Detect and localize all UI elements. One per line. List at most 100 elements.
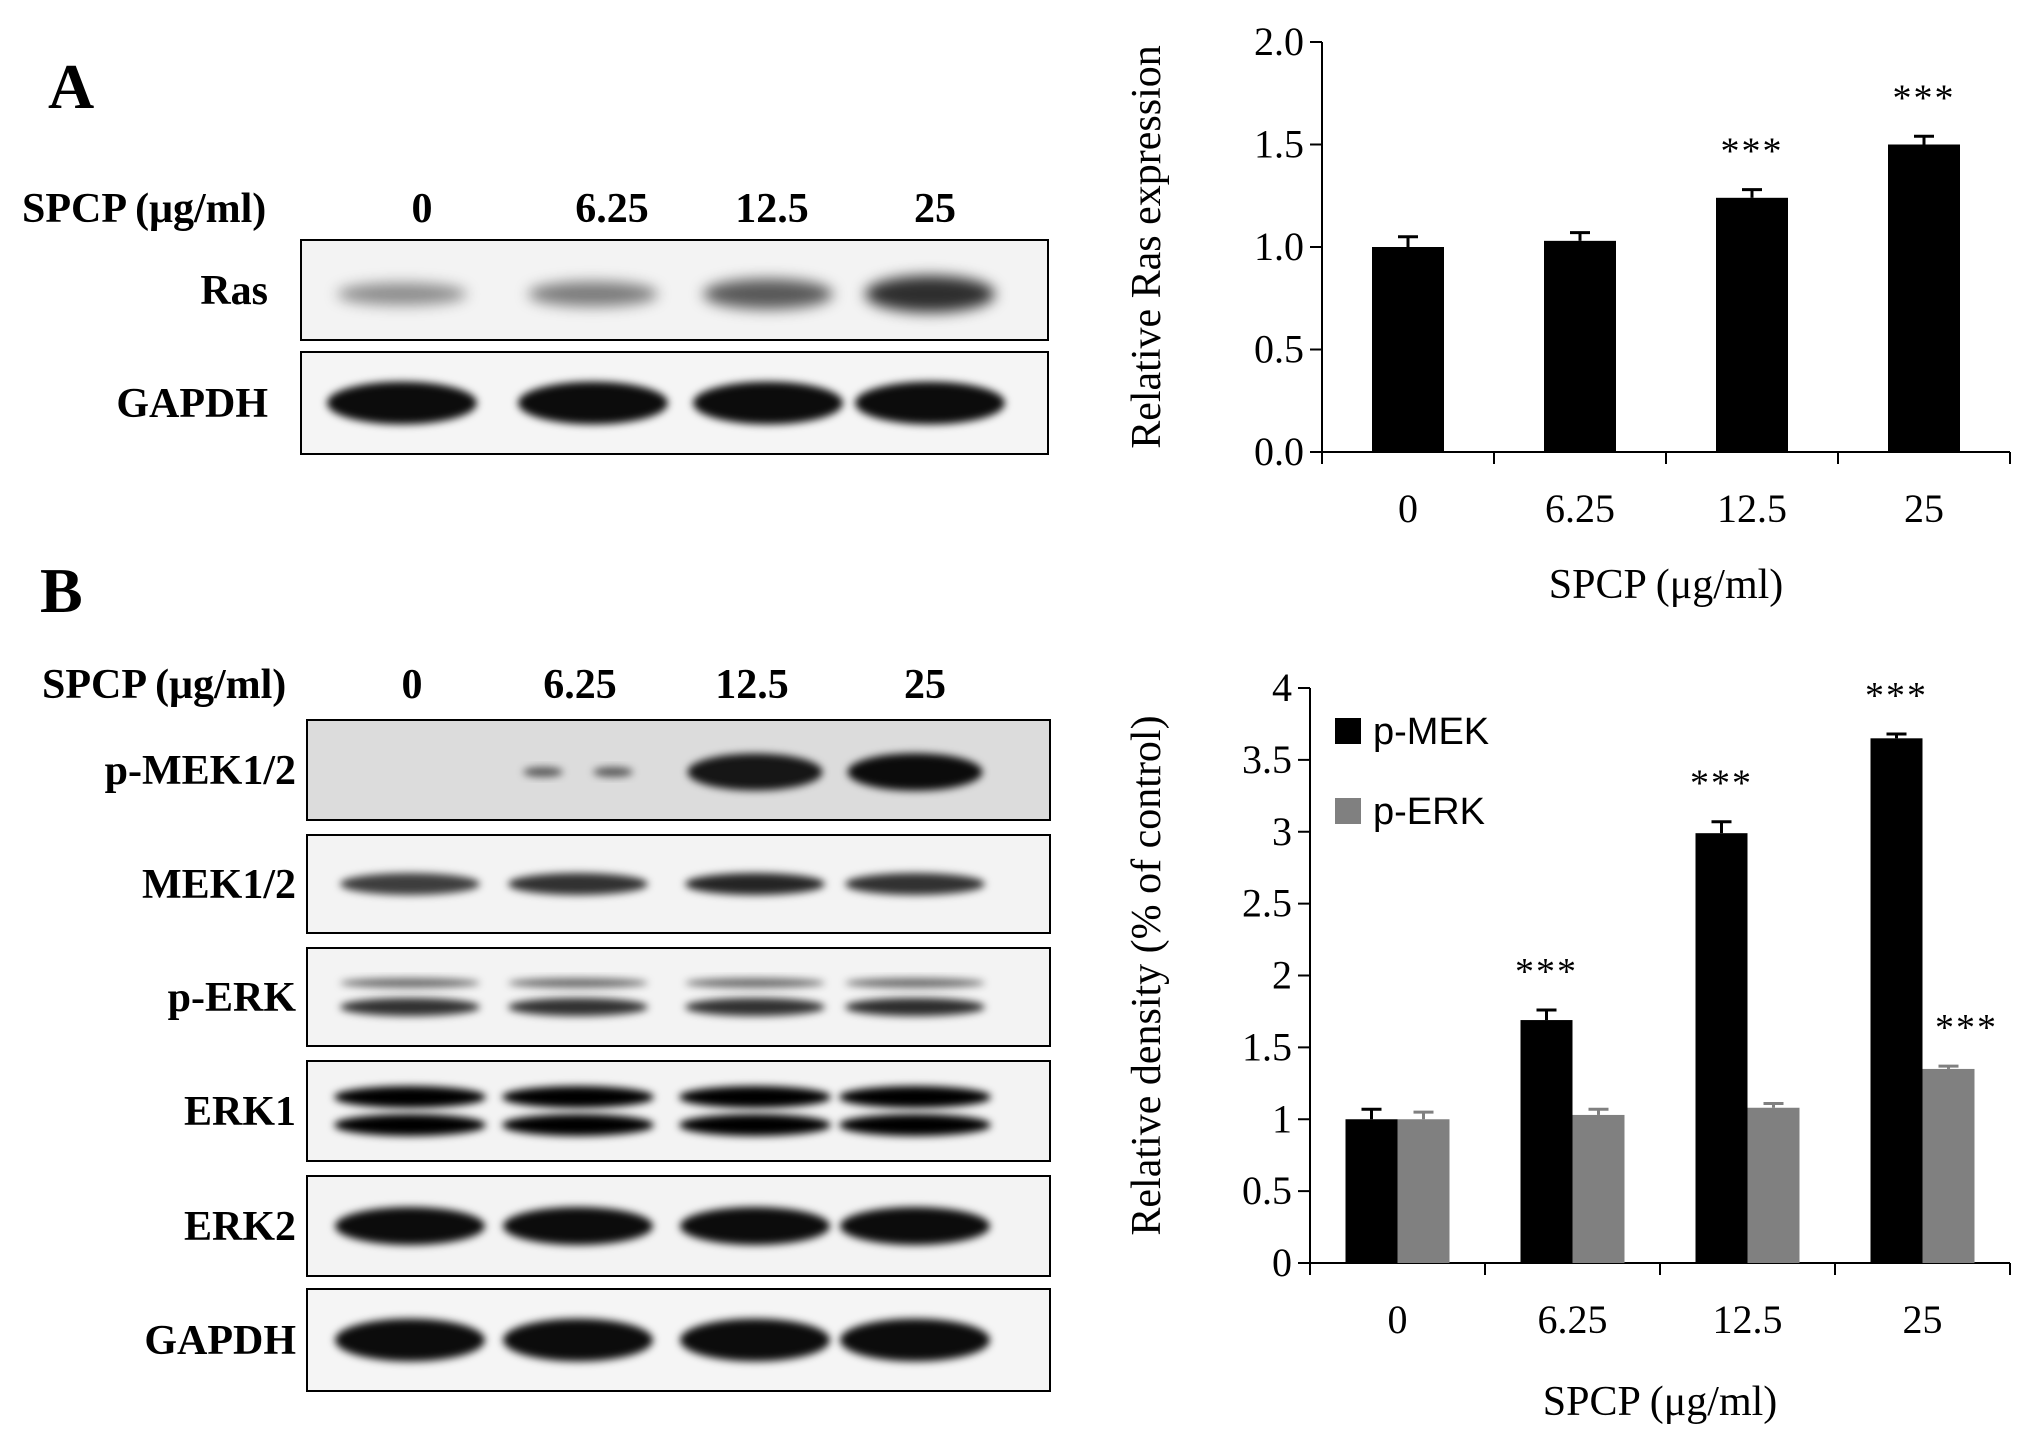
blot-band — [503, 1318, 653, 1362]
blot-band — [502, 1086, 654, 1108]
bar-p-mek-6-25 — [1520, 1020, 1573, 1263]
blot-p-mek1-2: p-MEK1/2 — [105, 719, 1051, 821]
panel-a-lane-header: SPCP (μg/ml) — [22, 186, 266, 232]
y-tick-label: 1.5 — [1242, 1024, 1292, 1069]
y-tick-label: 0 — [1272, 1240, 1292, 1285]
lane-label-25: 25 — [904, 662, 946, 708]
bar-12-5 — [1716, 197, 1788, 452]
blot-band — [845, 998, 985, 1016]
blot-gapdh: GAPDH — [116, 351, 1049, 455]
bar-p-erk-25 — [1922, 1068, 1975, 1263]
blot-band — [335, 1207, 485, 1245]
legend-swatch-p-erk — [1335, 798, 1361, 824]
significance-label: *** — [1935, 1007, 1998, 1049]
x-tick-label-6-25: 6.25 — [1545, 486, 1615, 531]
blot-band — [847, 753, 983, 791]
bar-p-erk-6-25 — [1572, 1114, 1625, 1263]
blot-p-erk: p-ERK — [168, 947, 1051, 1047]
blot-lanes — [340, 873, 985, 895]
blot-gapdh: GAPDH — [144, 1288, 1051, 1392]
blot-band — [508, 873, 648, 895]
blot-band — [327, 381, 477, 425]
blot-erk2: ERK2 — [184, 1175, 1051, 1277]
blot-band — [502, 1114, 654, 1136]
y-tick-label: 3 — [1272, 809, 1292, 854]
blot-band — [685, 998, 825, 1016]
x-tick-label-12-5: 12.5 — [1717, 486, 1787, 531]
x-tick-label-25: 25 — [1903, 1297, 1943, 1342]
x-tick-label-0: 0 — [1398, 486, 1418, 531]
bar-6-25 — [1544, 240, 1616, 452]
blot-band — [508, 978, 648, 988]
lane-label-6-25: 6.25 — [543, 662, 617, 708]
blot-band — [340, 873, 480, 895]
blot-band — [839, 1086, 991, 1108]
blot-lanes — [335, 1318, 990, 1362]
blot-lanes — [334, 1086, 991, 1136]
y-tick-label: 0.0 — [1254, 429, 1304, 474]
blot-band — [839, 1114, 991, 1136]
x-tick-label-6-25: 6.25 — [1538, 1297, 1608, 1342]
panel-b-lane-labels: 0 6.25 12.5 25 — [402, 662, 947, 708]
blot-lanes — [337, 275, 995, 313]
y-axis-title: Relative density (% of control) — [1124, 715, 1170, 1235]
blot-ras: Ras — [200, 239, 1049, 341]
blot-band — [528, 281, 658, 307]
x-axis-title: SPCP (μg/ml) — [1549, 562, 1784, 608]
blot-label-erk1: ERK1 — [184, 1089, 296, 1135]
bar-25 — [1888, 144, 1960, 452]
panel-b-lane-header: SPCP (μg/ml) — [42, 662, 286, 708]
blot-band — [508, 998, 648, 1016]
blot-band — [865, 275, 995, 313]
blot-label-erk2: ERK2 — [184, 1204, 296, 1250]
y-tick-label: 1.0 — [1254, 224, 1304, 269]
chart-relative-density: 0 0.5 1 1.5 2 2.5 3 3.5 4 0 6.25 12.5 25 *** *** *** ***… — [1124, 665, 2011, 1425]
blot-label-p-erk: p-ERK — [168, 975, 297, 1021]
y-axis-title: Relative Ras expression — [1124, 45, 1170, 449]
y-tick-label: 4 — [1272, 665, 1292, 710]
blot-band — [855, 381, 1005, 425]
blot-band — [337, 282, 467, 306]
blot-lanes — [340, 978, 985, 1016]
bar-0 — [1372, 247, 1444, 452]
blot-band — [335, 1318, 485, 1362]
blot-label-p-mek1-2: p-MEK1/2 — [105, 748, 296, 794]
significance-label: *** — [1721, 131, 1784, 173]
blot-band — [523, 767, 563, 777]
panel-a-blots: A SPCP (μg/ml) 0 6.25 12.5 25 Ras GAPDH — [22, 51, 1049, 455]
blot-lanes — [327, 381, 1005, 425]
blot-band — [593, 767, 633, 777]
blot-band — [685, 978, 825, 988]
y-tick-label: 2.0 — [1254, 19, 1304, 64]
x-tick-label-12-5: 12.5 — [1713, 1297, 1783, 1342]
bar-p-mek-12-5 — [1695, 833, 1748, 1263]
y-tick-label: 0.5 — [1242, 1168, 1292, 1213]
blot-label-gapdh: GAPDH — [116, 381, 268, 427]
bar-p-erk-12-5 — [1747, 1107, 1800, 1263]
blot-band — [679, 1114, 831, 1136]
blot-band — [334, 1114, 486, 1136]
blot-band — [518, 381, 668, 425]
blot-band — [693, 381, 843, 425]
y-tick-label: 2 — [1272, 953, 1292, 998]
panel-a-blot-strips: Ras GAPDH — [116, 239, 1049, 455]
lane-label-6-25: 6.25 — [575, 186, 649, 232]
bar-p-mek-0 — [1345, 1119, 1398, 1263]
lane-label-12-5: 12.5 — [715, 662, 789, 708]
legend-swatch-p-mek — [1335, 718, 1361, 744]
y-tick-label: 3.5 — [1242, 737, 1292, 782]
significance-label: *** — [1865, 675, 1928, 717]
blot-band — [687, 753, 823, 791]
blot-band — [840, 1318, 990, 1362]
blot-band — [703, 278, 833, 310]
panel-b-blots: B SPCP (μg/ml) 0 6.25 12.5 25 p-MEK1/2 MEK1/… — [40, 555, 1051, 1392]
panel-a-letter: A — [48, 51, 94, 122]
significance-label: *** — [1893, 77, 1956, 119]
legend-label-p-erk: p-ERK — [1373, 791, 1485, 833]
lane-label-0: 0 — [412, 186, 433, 232]
panel-b-letter: B — [40, 555, 83, 626]
blot-mek1-2: MEK1/2 — [142, 834, 1051, 934]
legend: p-MEK p-ERK — [1335, 711, 1489, 833]
significance-label: *** — [1690, 763, 1753, 805]
